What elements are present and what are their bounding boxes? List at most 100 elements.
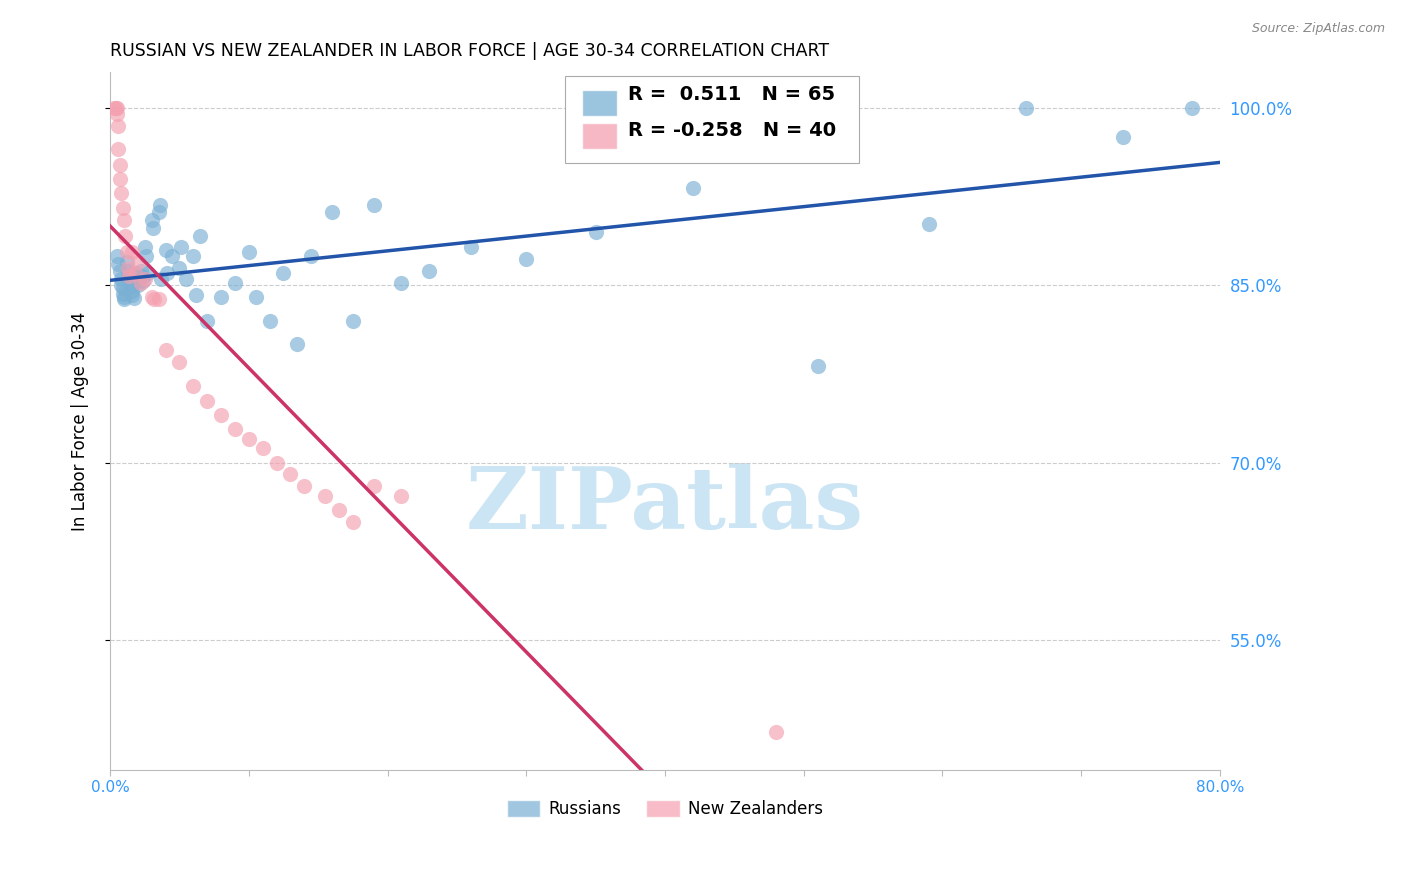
Point [389, 489, 412, 503]
Point [118, 268, 141, 283]
Point [111, 202, 134, 216]
Y-axis label: In Labor Force | Age 30-34: In Labor Force | Age 30-34 [72, 311, 89, 531]
Point [169, 260, 191, 275]
Point [103, 101, 125, 115]
Point [259, 314, 281, 328]
Point [135, 249, 157, 263]
Point [121, 245, 143, 260]
Text: RUSSIAN VS NEW ZEALANDER IN LABOR FORCE | AGE 30-34 CORRELATION CHART: RUSSIAN VS NEW ZEALANDER IN LABOR FORCE … [110, 42, 830, 60]
Point [112, 293, 135, 307]
Point [252, 442, 274, 456]
Point [1112, 130, 1135, 145]
Point [1181, 101, 1204, 115]
Point [363, 198, 385, 212]
FancyBboxPatch shape [582, 123, 617, 149]
Point [765, 725, 787, 739]
Point [134, 272, 156, 286]
Point [181, 378, 204, 392]
Point [273, 267, 295, 281]
Point [238, 245, 260, 260]
Point [188, 228, 211, 243]
Point [128, 272, 150, 286]
Point [155, 243, 177, 257]
Text: R = -0.258   N = 40: R = -0.258 N = 40 [628, 120, 837, 140]
Point [238, 432, 260, 446]
Point [105, 249, 128, 263]
Point [917, 217, 939, 231]
Point [132, 273, 155, 287]
Point [245, 290, 267, 304]
Point [299, 249, 322, 263]
Point [117, 260, 139, 275]
Point [176, 272, 198, 286]
Text: R =  0.511   N = 65: R = 0.511 N = 65 [628, 86, 835, 104]
Text: ZIPatlas: ZIPatlas [465, 463, 863, 547]
FancyBboxPatch shape [582, 90, 617, 116]
Point [1014, 101, 1036, 115]
Point [195, 394, 218, 409]
Point [150, 272, 173, 286]
Point [115, 245, 138, 260]
Point [118, 268, 141, 283]
Point [112, 213, 135, 227]
Point [806, 359, 828, 373]
Point [142, 221, 165, 235]
Point [127, 273, 149, 287]
Point [129, 264, 152, 278]
Point [110, 278, 132, 293]
Point [121, 284, 143, 298]
Point [111, 280, 134, 294]
Point [285, 337, 308, 351]
Point [120, 279, 142, 293]
Point [104, 101, 127, 115]
Point [460, 240, 482, 254]
Point [515, 252, 537, 267]
Point [170, 240, 193, 254]
Legend: Russians, New Zealanders: Russians, New Zealanders [501, 793, 830, 824]
Point [209, 290, 232, 304]
Point [169, 355, 191, 369]
Point [108, 264, 131, 278]
Point [342, 314, 364, 328]
Point [363, 479, 385, 493]
Point [107, 119, 129, 133]
Point [129, 276, 152, 290]
Point [418, 264, 440, 278]
Point [124, 267, 146, 281]
Point [148, 293, 170, 307]
Point [111, 286, 134, 301]
Point [115, 254, 138, 268]
Point [280, 467, 302, 482]
Point [181, 249, 204, 263]
Point [110, 272, 132, 286]
Text: Source: ZipAtlas.com: Source: ZipAtlas.com [1251, 22, 1385, 36]
Point [127, 254, 149, 268]
Point [136, 267, 159, 281]
Point [209, 409, 232, 423]
Point [110, 186, 132, 200]
FancyBboxPatch shape [565, 76, 859, 163]
Point [112, 290, 135, 304]
Point [141, 213, 163, 227]
Point [131, 268, 153, 283]
Point [105, 107, 128, 121]
Point [127, 278, 149, 293]
Point [585, 225, 607, 239]
Point [134, 240, 156, 254]
Point [108, 158, 131, 172]
Point [184, 287, 207, 301]
Point [108, 171, 131, 186]
Point [224, 422, 246, 436]
Point [155, 343, 177, 358]
Point [117, 264, 139, 278]
Point [114, 228, 136, 243]
Point [389, 276, 412, 290]
Point [266, 456, 288, 470]
Point [148, 205, 170, 219]
Point [124, 267, 146, 281]
Point [107, 257, 129, 271]
Point [682, 181, 704, 195]
Point [141, 290, 163, 304]
Point [125, 268, 148, 283]
Point [195, 314, 218, 328]
